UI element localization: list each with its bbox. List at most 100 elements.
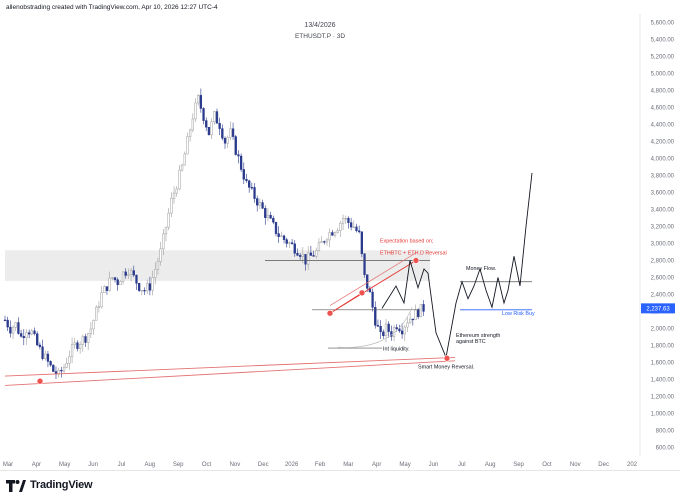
tradingview-logo-text: TradingView <box>30 479 93 491</box>
annotation-label: against BTC <box>456 339 486 345</box>
candle-body <box>333 232 337 236</box>
candle-body <box>210 121 213 136</box>
candle-body <box>290 242 294 245</box>
price-tick-label: 600.00 <box>656 446 675 452</box>
annotation-label: Int liquidity. <box>383 347 410 353</box>
candle-body <box>97 306 101 308</box>
candle-body <box>70 344 74 357</box>
candle-body <box>234 136 237 155</box>
candle-body <box>285 239 288 244</box>
candle-body <box>347 217 350 223</box>
candle-body <box>119 281 122 285</box>
time-tick-label: Nov <box>570 462 581 468</box>
time-tick-label: Nov <box>230 462 241 468</box>
candle-body <box>355 226 358 232</box>
candle-body <box>256 198 259 206</box>
time-tick-label: Apr <box>32 462 41 468</box>
candle-body <box>239 155 243 170</box>
candle-body <box>17 322 20 334</box>
candle-body <box>403 326 406 335</box>
candle-body <box>387 323 390 332</box>
price-tick-label: 2,400.00 <box>651 293 675 299</box>
candle-body <box>22 336 25 338</box>
candle-body <box>116 279 119 285</box>
candle-body <box>183 153 186 166</box>
candle-body <box>73 342 76 345</box>
candle-body <box>60 369 63 372</box>
candle-body <box>197 95 200 104</box>
chart-subtitle: ETHUSDT.P · 3D <box>294 33 346 40</box>
reversal-point-marker <box>443 354 451 362</box>
time-tick-label: Jul <box>458 462 466 468</box>
candle-body <box>76 342 79 349</box>
price-tick-label: 4,000.00 <box>651 157 675 163</box>
candle-body <box>274 221 278 234</box>
candle-body <box>175 188 178 194</box>
candle-body <box>14 322 17 328</box>
chart-credit: allenobstrading created with TradingView… <box>6 4 218 11</box>
candle-body <box>422 304 425 312</box>
candle-body <box>352 226 355 228</box>
feb-low-marker <box>326 309 334 317</box>
candle-body <box>164 226 168 235</box>
candle-body <box>296 253 299 256</box>
candle-body <box>194 102 197 120</box>
annotation-label: Smart Money Reversal. <box>418 364 474 370</box>
candle-body <box>277 233 280 237</box>
price-tick-label: 5,200.00 <box>651 55 675 61</box>
price-tick-label: 4,400.00 <box>651 123 675 129</box>
candle-body <box>293 243 296 254</box>
price-chart[interactable]: Expectation based on; ETHBTC + ETH.D Reve… <box>0 0 680 470</box>
candle-body <box>325 239 329 243</box>
candle-body <box>360 231 364 254</box>
time-tick-label: Dec <box>598 462 609 468</box>
candle-body <box>151 277 154 291</box>
candle-body <box>108 277 111 291</box>
candle-body <box>417 309 420 318</box>
time-tick-label: Aug <box>144 462 155 468</box>
time-tick-label: Sep <box>513 462 524 468</box>
candle-body <box>323 241 326 243</box>
candle-body <box>363 253 366 275</box>
candle-body <box>124 271 127 276</box>
candle-body <box>312 255 315 257</box>
candle-body <box>38 344 42 347</box>
candle-body <box>213 111 216 123</box>
price-tick-label: 2,000.00 <box>651 327 675 333</box>
tradingview-logo[interactable]: TradingView <box>6 479 93 492</box>
target-high-marker <box>412 257 420 264</box>
current-price-tag <box>641 303 675 314</box>
candle-body <box>167 212 170 228</box>
candle-body <box>207 127 211 136</box>
candle-body <box>301 254 304 257</box>
candle-body <box>154 269 157 278</box>
candle-body <box>272 217 275 223</box>
candle-body <box>100 292 103 308</box>
candle-body <box>81 336 84 345</box>
annotation-label: Expectation based on; <box>380 239 434 245</box>
candle-body <box>105 286 109 291</box>
candle-body <box>111 277 114 279</box>
candle-body <box>309 252 313 256</box>
candle-body <box>36 333 39 346</box>
candle-body <box>44 353 47 359</box>
annotation-label: Low Risk Buy <box>502 311 535 317</box>
candle-body <box>19 333 23 337</box>
price-tick-label: 1,600.00 <box>651 361 675 367</box>
candle-body <box>127 274 130 276</box>
candle-body <box>221 128 224 139</box>
candle-body <box>298 255 302 257</box>
candle-body <box>178 169 181 190</box>
candle-body <box>121 271 125 282</box>
time-tick-label: Sep <box>173 462 184 468</box>
candle-body <box>261 202 264 209</box>
candle-body <box>180 164 184 171</box>
candle-body <box>328 232 331 241</box>
candle-body <box>170 197 173 214</box>
mar-high-marker <box>358 289 366 297</box>
annotation-label: Ethereum strength <box>456 333 500 339</box>
candle-body <box>349 222 353 228</box>
candle-body <box>384 323 388 336</box>
time-tick-label: Mar <box>3 462 13 468</box>
time-tick-label: Aug <box>485 462 496 468</box>
